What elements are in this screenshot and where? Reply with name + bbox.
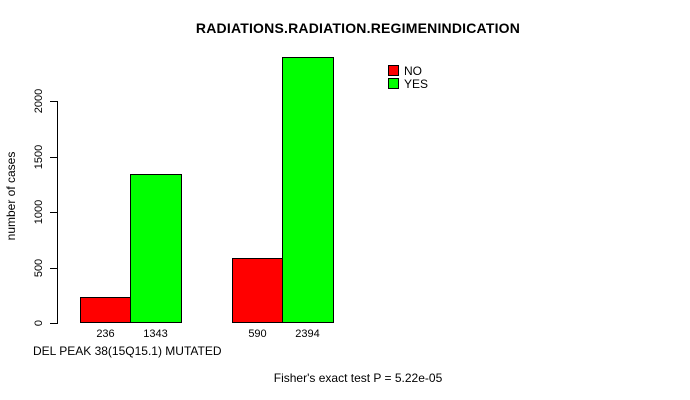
y-tick-mark: [50, 101, 57, 102]
bar-value-label: 1343: [143, 328, 168, 340]
bar-value-label: 2394: [295, 328, 320, 340]
y-tick-label: 2000: [33, 88, 45, 114]
y-tick-mark: [50, 268, 57, 269]
legend-swatch-yes: [388, 78, 399, 89]
legend-label: YES: [404, 76, 429, 91]
legend-item-yes: YES: [388, 76, 429, 91]
bar-no-group-2: [232, 258, 284, 323]
y-tick-mark: [50, 212, 57, 213]
y-tick-label: 500: [33, 258, 45, 278]
y-axis: [57, 101, 58, 324]
y-tick-mark: [50, 323, 57, 324]
y-tick-label: 1000: [33, 199, 45, 225]
fisher-test-annotation: Fisher's exact test P = 5.22e-05: [273, 371, 443, 385]
legend-label: NO: [404, 63, 422, 78]
legend-swatch-no: [388, 65, 399, 76]
chart-title: RADIATIONS.RADIATION.REGIMENINDICATION: [195, 20, 521, 36]
y-tick-label: 0: [33, 319, 45, 327]
bar-yes-group-1: [130, 174, 182, 323]
bar-value-label: 590: [248, 328, 267, 340]
bar-yes-group-2: [282, 57, 334, 323]
bar-no-group-1: [80, 297, 132, 323]
x-axis-label: DEL PEAK 38(15Q15.1) MUTATED: [33, 344, 222, 358]
legend-item-no: NO: [388, 63, 422, 78]
bar-value-label: 236: [96, 328, 115, 340]
y-tick-label: 1500: [33, 144, 45, 170]
y-tick-mark: [50, 157, 57, 158]
y-axis-label: number of cases: [4, 151, 18, 241]
